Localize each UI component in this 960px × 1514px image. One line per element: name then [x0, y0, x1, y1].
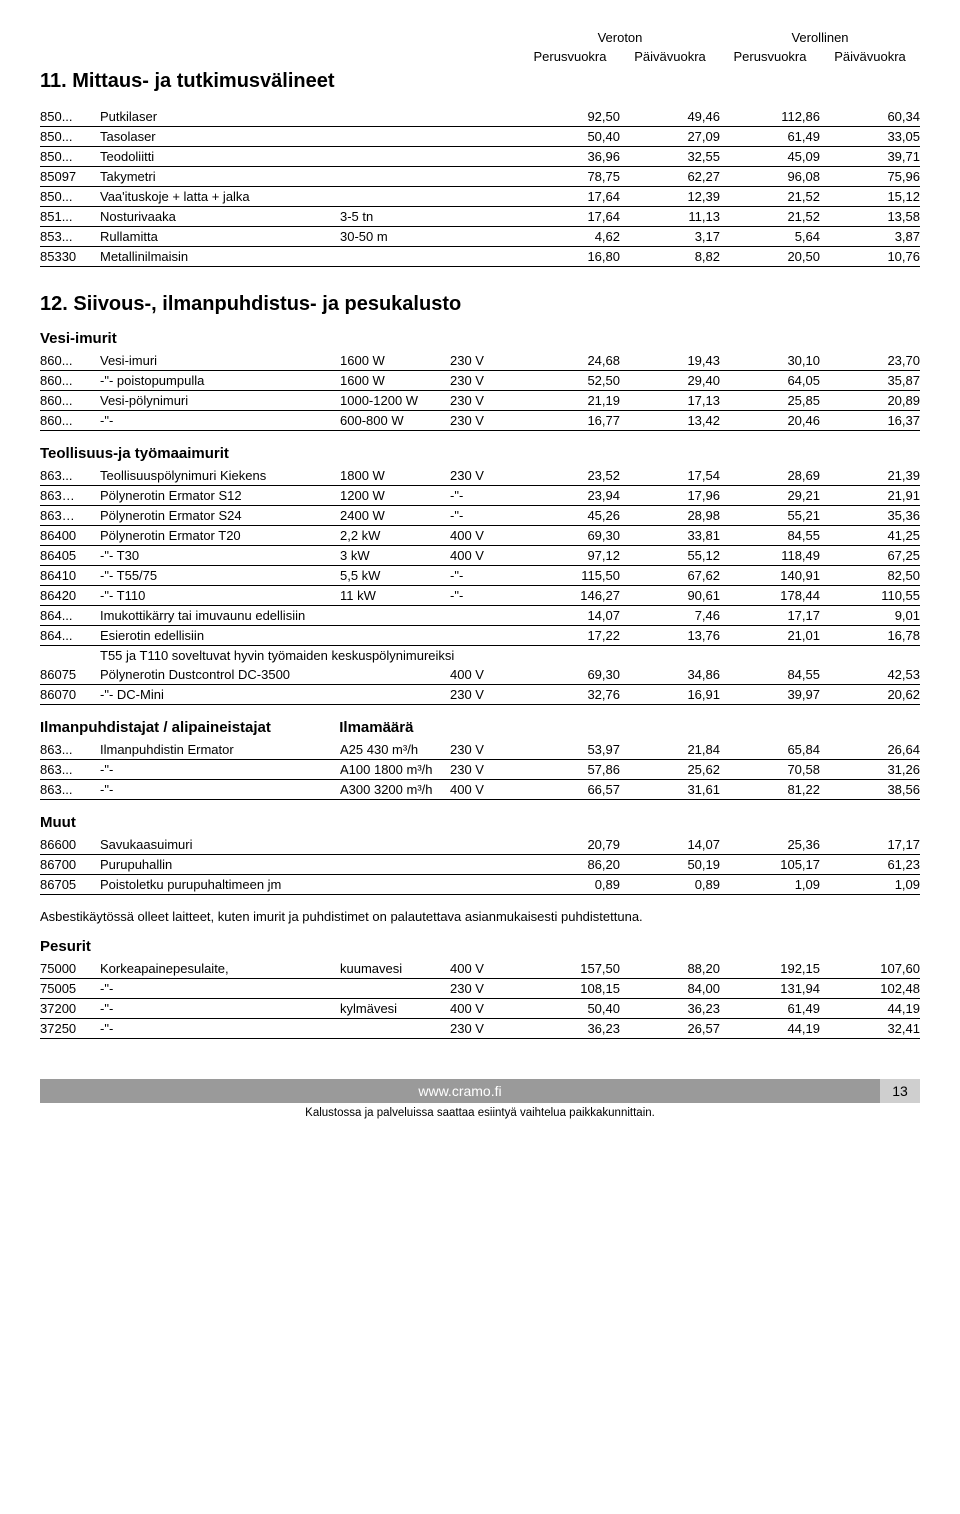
table-row: 864...Esierotin edellisiin17,2213,7621,0… [40, 625, 920, 645]
sub-teollisuus: Teollisuus-ja työmaaimurit [40, 445, 920, 462]
table-row: 86070-"- DC-Mini230 V32,7616,9139,9720,6… [40, 684, 920, 704]
table-row: 863…Pölynerotin Ermator S242400 W-"-45,2… [40, 505, 920, 525]
table-row: 850...Vaa'ituskoje + latta + jalka17,641… [40, 186, 920, 206]
table-row: 86600Savukaasuimuri20,7914,0725,3617,17 [40, 835, 920, 855]
table-muut: 86600Savukaasuimuri20,7914,0725,3617,178… [40, 835, 920, 895]
table-row: 864...Imukottikärry tai imuvaunu edellis… [40, 605, 920, 625]
table-row: 85330Metallinilmaisin16,808,8220,5010,76 [40, 246, 920, 266]
table-row: 86700Purupuhallin86,2050,19105,1761,23 [40, 854, 920, 874]
table-note-row: T55 ja T110 soveltuvat hyvin työmaiden k… [40, 645, 920, 665]
table-row: 86405-"- T303 kW400 V97,1255,12118,4967,… [40, 545, 920, 565]
table-row: 86420-"- T11011 kW-"-146,2790,61178,4411… [40, 585, 920, 605]
table-row: 850...Putkilaser92,5049,46112,8660,34 [40, 107, 920, 127]
table-row: 863...-"-A300 3200 m³/h400 V66,5731,6181… [40, 779, 920, 799]
table-row: 860...-"- poistopumpulla1600 W230 V52,50… [40, 370, 920, 390]
table-row: 863...Ilmanpuhdistin ErmatorA25 430 m³/h… [40, 740, 920, 760]
table-row: 863...-"-A100 1800 m³/h230 V57,8625,6270… [40, 759, 920, 779]
footer-url: www.cramo.fi [40, 1079, 880, 1103]
table-row: 86410-"- T55/755,5 kW-"-115,5067,62140,9… [40, 565, 920, 585]
table-section-11: 850...Putkilaser92,5049,46112,8660,34850… [40, 107, 920, 267]
table-row: 863…Pölynerotin Ermator S121200 W-"-23,9… [40, 485, 920, 505]
header-verollinen: Verollinen [720, 30, 920, 47]
table-pesurit: 75000Korkeapainepesulaite,kuumavesi400 V… [40, 959, 920, 1039]
price-header-groups: Veroton Verollinen [40, 30, 920, 47]
table-row: 75000Korkeapainepesulaite,kuumavesi400 V… [40, 959, 920, 979]
table-row: 850...Teodoliitti36,9632,5545,0939,71 [40, 146, 920, 166]
table-row: 85097Takymetri78,7562,2796,0875,96 [40, 166, 920, 186]
section-11-title: 11. Mittaus- ja tutkimusvälineet [40, 70, 920, 93]
table-row: 860...Vesi-imuri1600 W230 V24,6819,4330,… [40, 351, 920, 371]
table-row: 86400Pölynerotin Ermator T202,2 kW400 V6… [40, 525, 920, 545]
table-row: 851...Nosturivaaka3-5 tn17,6411,1321,521… [40, 206, 920, 226]
table-row: 37250-"-230 V36,2326,5744,1932,41 [40, 1018, 920, 1038]
table-row: 75005-"-230 V108,1584,00131,94102,48 [40, 978, 920, 998]
asbesti-note: Asbestikäytössä olleet laitteet, kuten i… [40, 909, 920, 924]
table-vesi-imurit: 860...Vesi-imuri1600 W230 V24,6819,4330,… [40, 351, 920, 431]
footer-disclaimer: Kalustossa ja palveluissa saattaa esiint… [40, 1103, 920, 1139]
page-footer: www.cramo.fi 13 [40, 1079, 920, 1103]
section-12-title: 12. Siivous-, ilmanpuhdistus- ja pesukal… [40, 293, 920, 316]
table-row: 86075Pölynerotin Dustcontrol DC-3500400 … [40, 665, 920, 685]
price-header-sub: Perusvuokra Päivävuokra Perusvuokra Päiv… [40, 49, 920, 64]
table-teollisuus: 863...Teollisuuspölynimuri Kiekens1800 W… [40, 466, 920, 705]
header-veroton: Veroton [520, 30, 720, 47]
table-row: 860...Vesi-pölynimuri1000-1200 W230 V21,… [40, 390, 920, 410]
sub-vesi-imurit: Vesi-imurit [40, 330, 920, 347]
table-row: 863...Teollisuuspölynimuri Kiekens1800 W… [40, 466, 920, 486]
table-row: 853...Rullamitta30-50 m4,623,175,643,87 [40, 226, 920, 246]
sub-ilmanpuhdistajat: Ilmanpuhdistajat / alipaineistajat Ilmam… [40, 719, 920, 736]
sub-muut: Muut [40, 814, 920, 831]
table-ilmanpuhdistajat: 863...Ilmanpuhdistin ErmatorA25 430 m³/h… [40, 740, 920, 800]
sub-pesurit: Pesurit [40, 938, 920, 955]
table-row: 37200-"-kylmävesi400 V50,4036,2361,4944,… [40, 998, 920, 1018]
table-row: 860...-"-600-800 W230 V16,7713,4220,4616… [40, 410, 920, 430]
table-row: 850...Tasolaser50,4027,0961,4933,05 [40, 126, 920, 146]
footer-page-number: 13 [880, 1079, 920, 1103]
table-row: 86705Poistoletku purupuhaltimeen jm0,890… [40, 874, 920, 894]
